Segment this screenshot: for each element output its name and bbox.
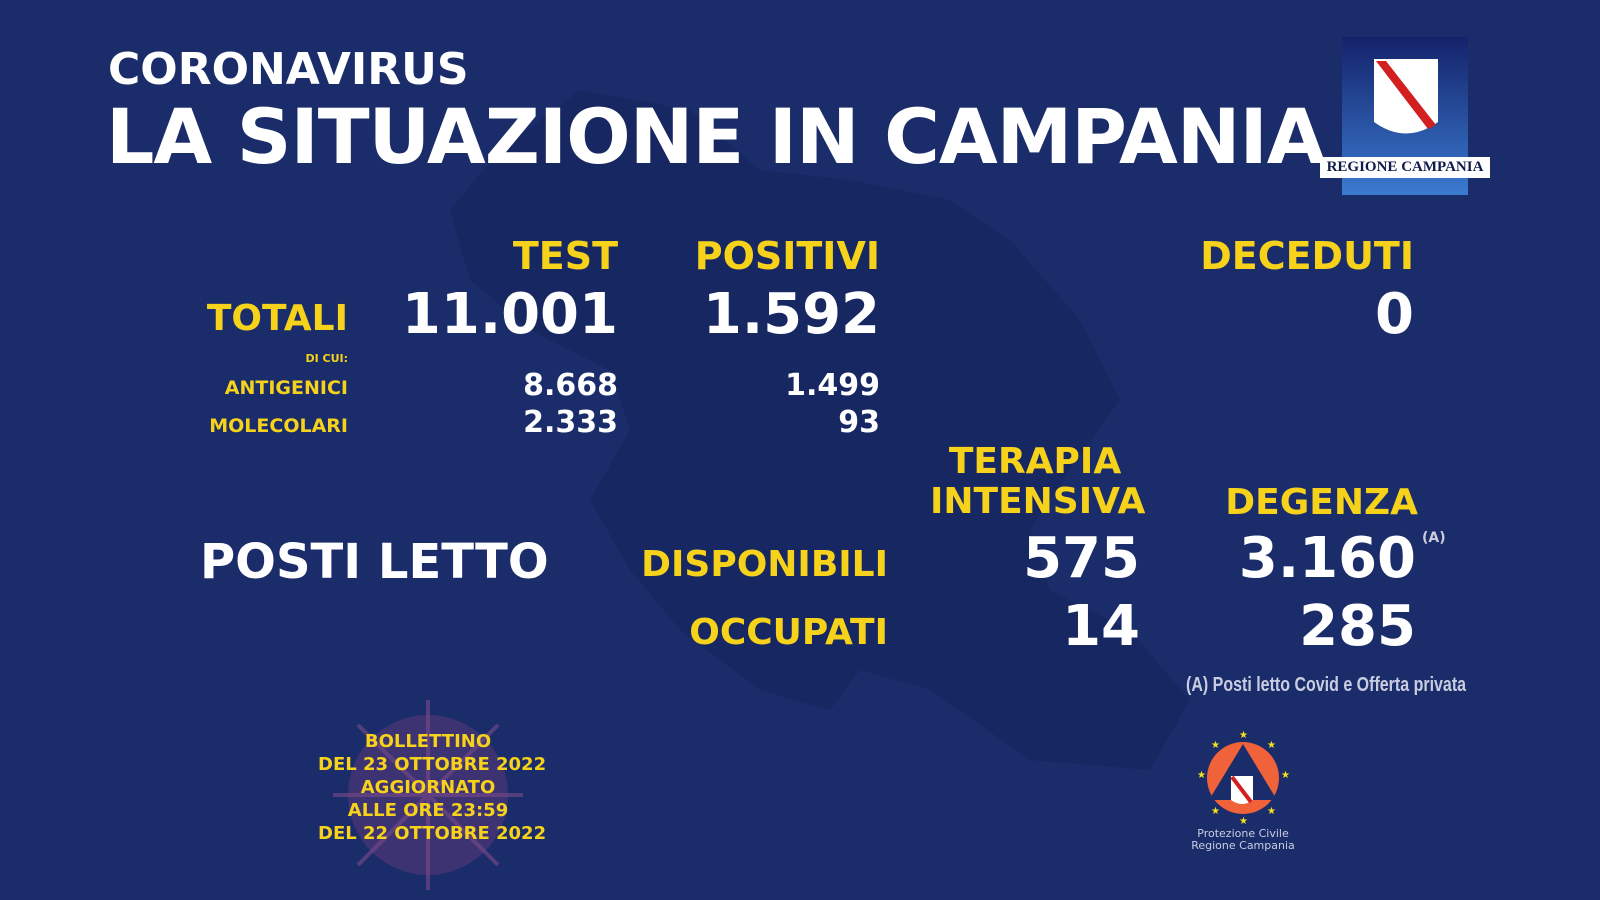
- totali-test: 11.001: [401, 282, 618, 347]
- antigenici-positivi: 1.499: [785, 368, 880, 403]
- svg-text:★: ★: [1211, 740, 1220, 751]
- totali-positivi: 1.592: [702, 282, 880, 347]
- coat-of-arms-icon: [1374, 59, 1438, 134]
- virus-icon: [333, 700, 523, 890]
- bollettino-line: AGGIORNATO: [360, 777, 496, 798]
- protezione-civile-emblem-icon: ★ ★ ★ ★ ★ ★ ★ ★: [1197, 730, 1290, 827]
- pc-line1: Protezione Civile: [1197, 827, 1289, 840]
- occupati-degenza: 285: [1299, 594, 1416, 659]
- svg-text:★: ★: [1197, 770, 1206, 781]
- kicker: CORONAVIRUS: [108, 44, 469, 95]
- campania-map-silhouette: [450, 90, 1190, 770]
- antigenici-test: 8.668: [523, 368, 618, 403]
- svg-text:★: ★: [1239, 730, 1248, 741]
- col-degenza: DEGENZA: [1225, 482, 1418, 523]
- totali-label: TOTALI: [206, 298, 348, 339]
- svg-text:★: ★: [1267, 806, 1276, 817]
- col-ti-line1: TERAPIA: [948, 441, 1122, 482]
- disponibili-label: DISPONIBILI: [641, 544, 888, 585]
- pc-logo-text: Protezione Civile Regione Campania: [1188, 828, 1298, 852]
- molecolari-test: 2.333: [523, 405, 618, 440]
- occupati-ti: 14: [1062, 594, 1140, 659]
- bollettino-line: ALLE ORE 23:59: [347, 800, 509, 821]
- totali-deceduti: 0: [1375, 282, 1414, 347]
- regione-campania-logo: REGIONE CAMPANIA: [1320, 37, 1490, 195]
- col-test: TEST: [512, 234, 618, 278]
- bollettino: BOLLETTINO DEL 23 OTTOBRE 2022 AGGIORNAT…: [318, 730, 547, 845]
- col-ti-line2: INTENSIVA: [930, 481, 1146, 522]
- col-positivi: POSITIVI: [694, 234, 880, 278]
- svg-text:★: ★: [1267, 740, 1276, 751]
- svg-text:★: ★: [1281, 770, 1290, 781]
- col-terapia-intensiva: TERAPIA INTENSIVA: [930, 441, 1146, 522]
- di-cui-label: DI CUI:: [305, 352, 348, 365]
- occupati-label: OCCUPATI: [689, 612, 888, 653]
- disponibili-ti: 575: [1023, 526, 1140, 591]
- col-deceduti: DECEDUTI: [1200, 234, 1414, 278]
- bollettino-line: BOLLETTINO: [364, 731, 492, 752]
- footnote: (A) Posti letto Covid e Offerta privata: [1186, 674, 1467, 696]
- bollettino-line: DEL 22 OTTOBRE 2022: [318, 823, 547, 844]
- note-mark: (A): [1422, 530, 1446, 546]
- bollettino-line: DEL 23 OTTOBRE 2022: [318, 754, 547, 775]
- logo-text: REGIONE CAMPANIA: [1320, 157, 1490, 178]
- svg-text:★: ★: [1211, 806, 1220, 817]
- disponibili-degenza: 3.160: [1238, 526, 1416, 591]
- svg-text:★: ★: [1239, 816, 1248, 824]
- antigenici-label: ANTIGENICI: [224, 377, 348, 399]
- molecolari-label: MOLECOLARI: [209, 415, 348, 437]
- protezione-civile-logo: ★ ★ ★ ★ ★ ★ ★ ★ Protezione Civile Regione Campan…: [1188, 728, 1298, 852]
- page-title: LA SITUAZIONE IN CAMPANIA: [106, 92, 1326, 181]
- molecolari-positivi: 93: [838, 405, 880, 440]
- pc-line2: Regione Campania: [1191, 839, 1295, 852]
- posti-letto-label: POSTI LETTO: [200, 534, 549, 590]
